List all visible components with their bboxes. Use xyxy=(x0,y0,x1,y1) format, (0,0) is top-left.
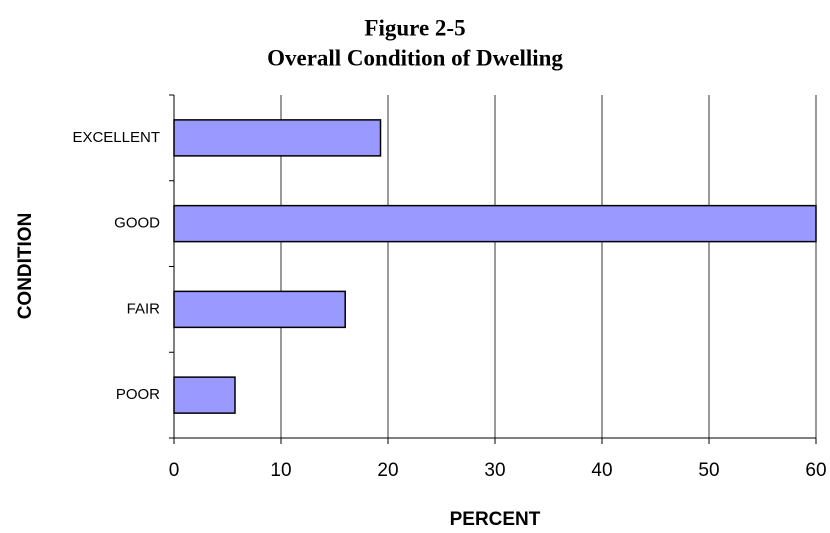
y-tick-label: EXCELLENT xyxy=(72,129,160,146)
y-tick-label: FAIR xyxy=(127,300,161,317)
bar xyxy=(173,376,236,414)
x-tick-label: 30 xyxy=(484,460,505,481)
x-tick-label: 60 xyxy=(805,460,826,481)
y-tick-label: GOOD xyxy=(114,215,160,232)
bar xyxy=(173,119,382,157)
bar xyxy=(173,290,346,329)
chart-title: Figure 2-5 xyxy=(364,15,465,40)
x-tick-label: 0 xyxy=(169,460,180,481)
bar xyxy=(173,204,817,243)
chart-subtitle: Overall Condition of Dwelling xyxy=(267,45,563,70)
y-tick-label: POOR xyxy=(116,386,160,403)
x-tick-label: 40 xyxy=(591,460,612,481)
x-tick-label: 10 xyxy=(270,460,291,481)
x-tick-label: 50 xyxy=(698,460,719,481)
x-axis-label: PERCENT xyxy=(450,509,541,530)
x-tick-label: 20 xyxy=(377,460,398,481)
y-axis-label: CONDITION xyxy=(15,213,36,320)
